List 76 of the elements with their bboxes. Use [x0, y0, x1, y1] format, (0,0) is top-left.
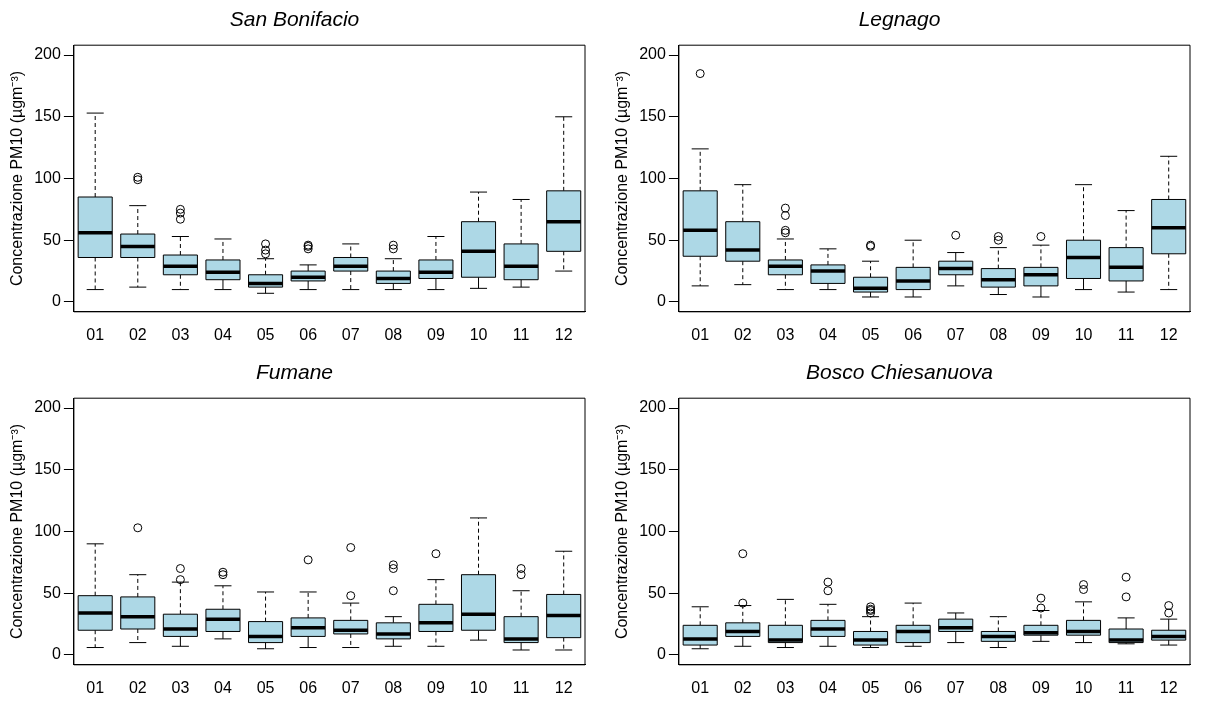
y-tick-label: 200 [639, 398, 666, 416]
y-tick-label: 0 [51, 645, 61, 663]
x-tick-label: 07 [341, 678, 360, 696]
y-tick-label: 0 [51, 292, 61, 310]
y-tick-label: 150 [34, 460, 61, 478]
y-tick-label: 50 [648, 230, 666, 248]
y-tick-label: 0 [656, 645, 666, 663]
y-axis-title: Concentrazione PM10 (µgm⁻³) [613, 70, 631, 287]
y-tick-label: 100 [34, 168, 61, 186]
x-tick-label: 09 [1032, 325, 1050, 343]
y-axis-title: Concentrazione PM10 (µgm⁻³) [613, 423, 631, 640]
y-tick-label: 100 [639, 521, 666, 539]
x-tick-label: 06 [904, 325, 923, 343]
x-tick-label: 02 [128, 325, 147, 343]
y-tick-label: 200 [34, 45, 61, 63]
x-tick-label: 05 [861, 325, 880, 343]
y-tick-label: 150 [639, 460, 666, 478]
x-tick-label: 06 [299, 678, 318, 696]
x-tick-label: 01 [86, 325, 105, 343]
y-tick-label: 100 [34, 521, 61, 539]
x-tick-label: 03 [776, 325, 795, 343]
x-tick-label: 08 [989, 325, 1008, 343]
x-tick-label: 06 [904, 678, 923, 696]
x-tick-label: 04 [819, 325, 837, 343]
y-tick-label: 200 [34, 398, 61, 416]
x-tick-label: 01 [691, 325, 710, 343]
y-tick-label: 50 [43, 583, 61, 601]
x-tick-label: 11 [1117, 325, 1135, 343]
x-tick-label: 04 [819, 678, 837, 696]
x-tick-label: 08 [989, 678, 1008, 696]
x-tick-label: 03 [776, 678, 795, 696]
x-tick-label: 07 [946, 678, 965, 696]
x-tick-label: 08 [384, 678, 403, 696]
x-tick-label: 11 [1117, 678, 1135, 696]
x-tick-label: 02 [733, 678, 752, 696]
x-tick-label: 03 [171, 325, 190, 343]
x-tick-label: 01 [691, 678, 710, 696]
y-tick-label: 100 [639, 168, 666, 186]
chart-title: San Bonifacio [229, 7, 360, 31]
x-tick-label: 10 [469, 325, 488, 343]
x-tick-label: 03 [171, 678, 190, 696]
y-tick-label: 200 [639, 45, 666, 63]
y-tick-label: 0 [656, 292, 666, 310]
y-tick-label: 50 [43, 230, 61, 248]
x-tick-label: 04 [214, 678, 232, 696]
x-tick-label: 09 [1032, 678, 1050, 696]
x-tick-label: 10 [1074, 678, 1093, 696]
x-tick-label: 06 [299, 325, 318, 343]
y-tick-label: 50 [648, 583, 666, 601]
x-tick-label: 02 [733, 325, 752, 343]
x-tick-label: 09 [427, 678, 445, 696]
x-tick-label: 05 [256, 325, 275, 343]
x-tick-label: 07 [946, 325, 965, 343]
x-tick-label: 04 [214, 325, 232, 343]
x-tick-label: 09 [427, 325, 445, 343]
chart-title: Legnago [858, 7, 941, 31]
x-tick-label: 10 [469, 678, 488, 696]
chart-title: Fumane [255, 360, 334, 384]
x-tick-label: 10 [1074, 325, 1093, 343]
x-tick-label: 11 [512, 678, 530, 696]
x-tick-label: 12 [554, 678, 573, 696]
y-tick-label: 150 [639, 107, 666, 125]
x-tick-label: 05 [256, 678, 275, 696]
x-tick-label: 07 [341, 325, 360, 343]
x-tick-label: 12 [554, 325, 573, 343]
x-tick-label: 08 [384, 325, 403, 343]
chart-title: Bosco Chiesanuova [806, 360, 993, 384]
y-axis-title: Concentrazione PM10 (µgm⁻³) [8, 70, 26, 287]
x-tick-label: 01 [86, 678, 105, 696]
y-axis-title: Concentrazione PM10 (µgm⁻³) [8, 423, 26, 640]
x-tick-label: 12 [1159, 325, 1178, 343]
y-tick-label: 150 [34, 107, 61, 125]
x-tick-label: 12 [1159, 678, 1178, 696]
x-tick-label: 02 [128, 678, 147, 696]
x-tick-label: 11 [512, 325, 530, 343]
x-tick-label: 05 [861, 678, 880, 696]
